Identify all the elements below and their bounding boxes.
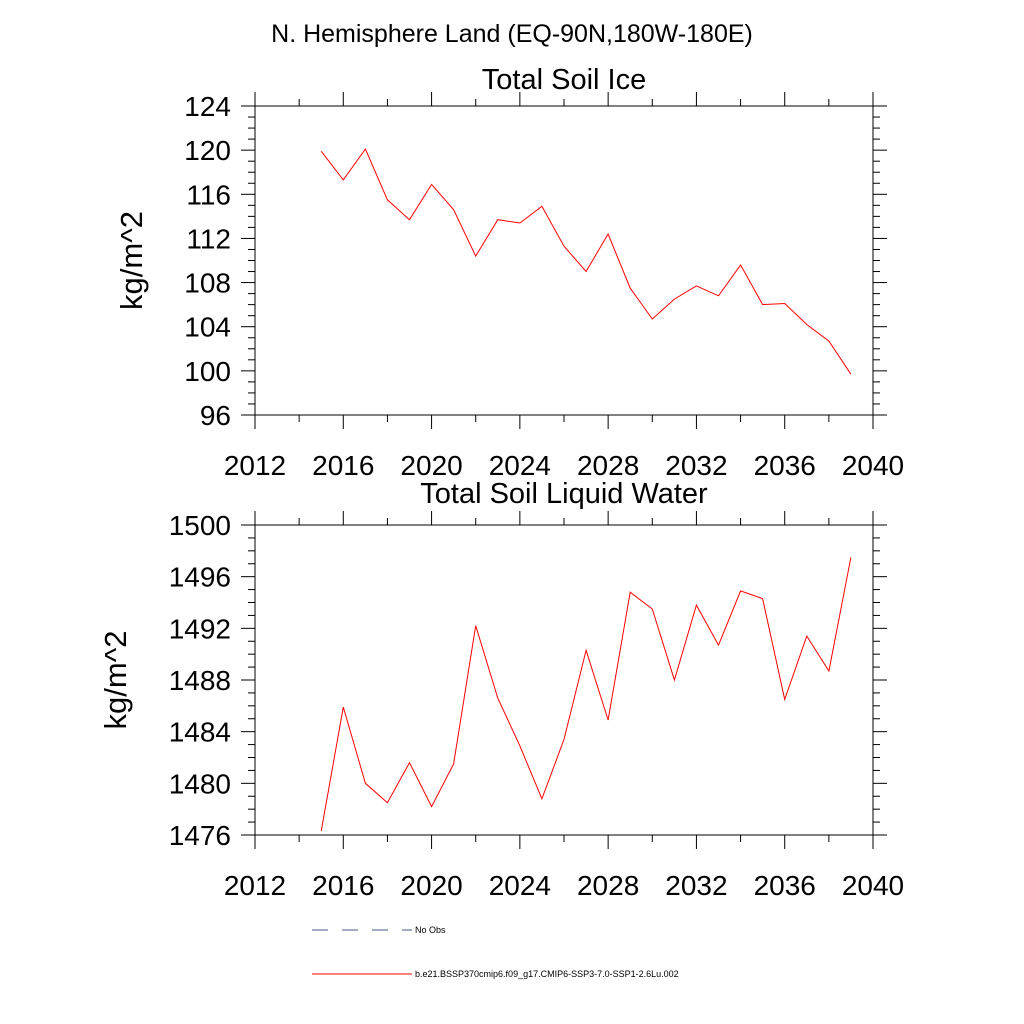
y-tick-label: 1476: [169, 820, 231, 851]
x-tick-label: 2016: [312, 870, 374, 901]
x-tick-label: 2028: [577, 450, 639, 481]
x-tick-label: 2040: [842, 450, 904, 481]
y-tick-label: 120: [184, 135, 231, 166]
x-tick-label: 2032: [665, 450, 727, 481]
x-tick-label: 2028: [577, 870, 639, 901]
x-tick-label: 2020: [400, 450, 462, 481]
x-tick-label: 2032: [665, 870, 727, 901]
y-tick-label: 116: [186, 179, 231, 210]
y-axis-label: kg/m^2: [98, 631, 133, 730]
x-tick-label: 2036: [754, 450, 816, 481]
y-tick-label: 96: [200, 400, 231, 431]
y-tick-label: 1492: [169, 613, 231, 644]
y-tick-label: 1488: [169, 665, 231, 696]
series-line-1: [320, 557, 852, 832]
legend: No Obs b.e21.BSSP370cmip6.f09_g17.CMIP6-S…: [312, 925, 679, 979]
x-tick-label: 2016: [312, 450, 374, 481]
series-line-1: [320, 147, 852, 375]
figure-title: N. Hemisphere Land (EQ-90N,180W-180E): [271, 20, 753, 48]
x-tick-label: 2036: [754, 870, 816, 901]
y-tick-label: 124: [184, 91, 231, 122]
y-tick-label: 1500: [169, 510, 231, 541]
x-tick-label: 2024: [489, 450, 551, 481]
x-tick-label: 2020: [400, 870, 462, 901]
y-tick-label: 1496: [169, 562, 231, 593]
chart-panel-2: Total Soil Liquid Water kg/m^2 2012 2016 202…: [98, 478, 904, 901]
y-tick-label: 1484: [169, 717, 231, 748]
y-tick-label: 108: [184, 268, 231, 299]
chart-title: Total Soil Ice: [482, 64, 646, 96]
legend-label-2: b.e21.BSSP370cmip6.f09_g17.CMIP6-SSP3-7.…: [415, 969, 679, 979]
chart-panel-1: Total Soil Ice kg/m^2 2012 2016 2020 2024 2028…: [114, 64, 904, 481]
x-tick-label: 2024: [489, 870, 551, 901]
y-tick-label: 112: [186, 223, 231, 254]
plot-frame: [254, 105, 874, 416]
chart-title: Total Soil Liquid Water: [420, 478, 708, 510]
axis-ticks: [241, 511, 887, 849]
x-tick-label: 2040: [842, 870, 904, 901]
axis-ticks: [241, 92, 887, 429]
x-tick-label: 2012: [224, 870, 286, 901]
y-tick-label: 104: [184, 312, 231, 343]
x-tick-label: 2012: [224, 450, 286, 481]
y-axis-label: kg/m^2: [114, 211, 149, 310]
legend-label-1: No Obs: [415, 925, 446, 935]
y-tick-label: 1480: [169, 768, 231, 799]
y-tick-label: 100: [184, 356, 231, 387]
